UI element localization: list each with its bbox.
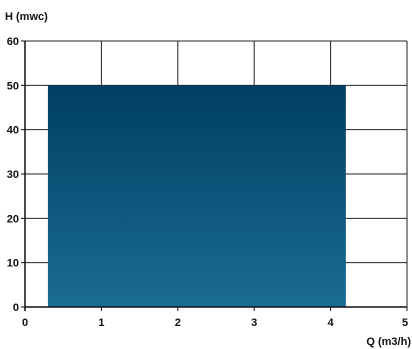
y-axis-label: H (mwc)	[5, 11, 48, 23]
y-tick-label-3: 30	[7, 169, 19, 181]
x-tick-label-3: 3	[251, 317, 257, 329]
area-series-0	[47, 85, 346, 307]
y-tick-label-1: 10	[7, 258, 19, 270]
x-tick-label-4: 4	[328, 317, 335, 329]
x-tick-label-5: 5	[402, 317, 408, 329]
y-tick-label-4: 40	[7, 125, 19, 137]
axes	[24, 41, 407, 311]
ticks: 0 10 20 30 40 50 60 0 1 2 3 4 5	[7, 36, 408, 329]
x-tick-label-0: 0	[22, 317, 28, 329]
area-layer	[47, 85, 346, 307]
y-tick-label-2: 20	[7, 213, 19, 225]
x-axis-label: Q (m3/h)	[366, 336, 411, 348]
y-tick-label-6: 60	[7, 36, 19, 48]
x-tick-label-1: 1	[98, 317, 104, 329]
y-tick-label-5: 50	[7, 80, 19, 92]
x-tick-label-2: 2	[175, 317, 181, 329]
y-tick-label-0: 0	[13, 302, 19, 314]
